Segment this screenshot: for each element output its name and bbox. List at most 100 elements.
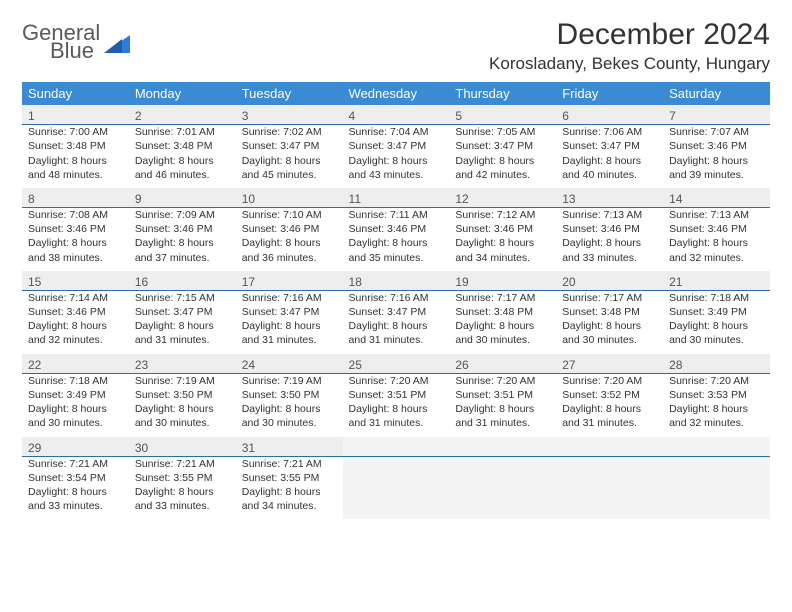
sunset-text: Sunset: 3:46 PM xyxy=(28,222,123,236)
month-title: December 2024 xyxy=(489,18,770,52)
sunrise-text: Sunrise: 7:00 AM xyxy=(28,125,123,139)
sunset-text: Sunset: 3:52 PM xyxy=(562,388,657,402)
header: General Blue December 2024 Korosladany, … xyxy=(22,18,770,74)
day-number: 3 xyxy=(236,105,343,125)
day-cell: Sunrise: 7:13 AMSunset: 3:46 PMDaylight:… xyxy=(556,208,663,271)
sunset-text: Sunset: 3:55 PM xyxy=(242,471,337,485)
day-cell: Sunrise: 7:01 AMSunset: 3:48 PMDaylight:… xyxy=(129,125,236,188)
day-number xyxy=(343,437,450,457)
daylight-text-2: and 36 minutes. xyxy=(242,251,337,265)
day-cell: Sunrise: 7:07 AMSunset: 3:46 PMDaylight:… xyxy=(663,125,770,188)
day-number: 16 xyxy=(129,271,236,291)
day-number: 5 xyxy=(449,105,556,125)
sunrise-text: Sunrise: 7:19 AM xyxy=(135,374,230,388)
sunset-text: Sunset: 3:48 PM xyxy=(562,305,657,319)
sunset-text: Sunset: 3:46 PM xyxy=(28,305,123,319)
sunrise-text: Sunrise: 7:13 AM xyxy=(669,208,764,222)
daylight-text-2: and 46 minutes. xyxy=(135,168,230,182)
daylight-text-1: Daylight: 8 hours xyxy=(135,402,230,416)
sunset-text: Sunset: 3:47 PM xyxy=(349,139,444,153)
daylight-text-2: and 38 minutes. xyxy=(28,251,123,265)
day-cell: Sunrise: 7:20 AMSunset: 3:53 PMDaylight:… xyxy=(663,373,770,436)
sunrise-text: Sunrise: 7:21 AM xyxy=(28,457,123,471)
day-detail-row: Sunrise: 7:21 AMSunset: 3:54 PM Daylight:… xyxy=(22,456,770,519)
daylight-text-2: and 32 minutes. xyxy=(669,416,764,430)
day-cell: Sunrise: 7:16 AMSunset: 3:47 PMDaylight:… xyxy=(343,290,450,353)
daylight-text-1: Daylight: 8 hours xyxy=(562,154,657,168)
sunrise-text: Sunrise: 7:08 AM xyxy=(28,208,123,222)
sunrise-text: Sunrise: 7:13 AM xyxy=(562,208,657,222)
daylight-text-1: Daylight: 8 hours xyxy=(349,402,444,416)
day-number-row: 15161718192021 xyxy=(22,271,770,291)
sunset-text: Sunset: 3:55 PM xyxy=(135,471,230,485)
empty-cell xyxy=(449,456,556,519)
sunrise-text: Sunrise: 7:18 AM xyxy=(28,374,123,388)
day-cell: Sunrise: 7:19 AMSunset: 3:50 PMDaylight:… xyxy=(236,373,343,436)
sunrise-text: Sunrise: 7:05 AM xyxy=(455,125,550,139)
daylight-text-1: Daylight: 8 hours xyxy=(242,319,337,333)
sunset-text: Sunset: 3:47 PM xyxy=(562,139,657,153)
daylight-text-2: and 32 minutes. xyxy=(28,333,123,347)
calendar-body: 1234567Sunrise: 7:00 AMSunset: 3:48 PMDa… xyxy=(22,105,770,519)
daylight-text-1: Daylight: 8 hours xyxy=(349,154,444,168)
sunset-text: Sunset: 3:47 PM xyxy=(242,139,337,153)
sunrise-text: Sunrise: 7:20 AM xyxy=(349,374,444,388)
day-cell: Sunrise: 7:04 AMSunset: 3:47 PMDaylight:… xyxy=(343,125,450,188)
day-cell: Sunrise: 7:15 AMSunset: 3:47 PMDaylight:… xyxy=(129,290,236,353)
sunrise-text: Sunrise: 7:10 AM xyxy=(242,208,337,222)
daylight-text-1: Daylight: 8 hours xyxy=(455,319,550,333)
sunset-text: Sunset: 3:47 PM xyxy=(135,305,230,319)
day-cell: Sunrise: 7:13 AMSunset: 3:46 PMDaylight:… xyxy=(663,208,770,271)
daylight-text-1: Daylight: 8 hours xyxy=(562,402,657,416)
sunset-text: Sunset: 3:50 PM xyxy=(242,388,337,402)
daylight-text-2: and 30 minutes. xyxy=(669,333,764,347)
sunrise-text: Sunrise: 7:15 AM xyxy=(135,291,230,305)
daylight-text-1: Daylight: 8 hours xyxy=(455,236,550,250)
weekday-header: Sunday xyxy=(22,82,129,105)
daylight-text-2: and 32 minutes. xyxy=(669,251,764,265)
day-number: 6 xyxy=(556,105,663,125)
day-number: 1 xyxy=(22,105,129,125)
sunset-text: Sunset: 3:46 PM xyxy=(669,222,764,236)
day-number: 7 xyxy=(663,105,770,125)
day-cell: Sunrise: 7:21 AMSunset: 3:55 PMDaylight:… xyxy=(129,456,236,519)
daylight-text-1: Daylight: 8 hours xyxy=(562,319,657,333)
day-cell: Sunrise: 7:17 AMSunset: 3:48 PMDaylight:… xyxy=(449,290,556,353)
sunset-text: Sunset: 3:54 PM xyxy=(28,471,123,485)
day-number-row: 1234567 xyxy=(22,105,770,125)
location: Korosladany, Bekes County, Hungary xyxy=(489,54,770,74)
daylight-text-2: and 31 minutes. xyxy=(349,333,444,347)
daylight-text-2: and 43 minutes. xyxy=(349,168,444,182)
sunset-text: Sunset: 3:46 PM xyxy=(242,222,337,236)
daylight-text-2: and 31 minutes. xyxy=(455,416,550,430)
empty-cell xyxy=(343,456,450,519)
day-number: 8 xyxy=(22,188,129,208)
day-cell: Sunrise: 7:20 AMSunset: 3:51 PMDaylight:… xyxy=(343,373,450,436)
day-number xyxy=(556,437,663,457)
weekday-header-row: Sunday Monday Tuesday Wednesday Thursday… xyxy=(22,82,770,105)
sunset-text: Sunset: 3:48 PM xyxy=(455,305,550,319)
day-cell: Sunrise: 7:20 AMSunset: 3:51 PMDaylight:… xyxy=(449,373,556,436)
daylight-text-2: and 31 minutes. xyxy=(135,333,230,347)
day-number: 10 xyxy=(236,188,343,208)
sunset-text: Sunset: 3:48 PM xyxy=(135,139,230,153)
day-number: 18 xyxy=(343,271,450,291)
sunrise-text: Sunrise: 7:18 AM xyxy=(669,291,764,305)
day-number: 11 xyxy=(343,188,450,208)
logo-line2: Blue xyxy=(50,40,100,62)
day-cell: Sunrise: 7:21 AMSunset: 3:55 PMDaylight:… xyxy=(236,456,343,519)
day-cell: Sunrise: 7:09 AMSunset: 3:46 PMDaylight:… xyxy=(129,208,236,271)
daylight-text-2: and 37 minutes. xyxy=(135,251,230,265)
day-cell: Sunrise: 7:18 AMSunset: 3:49 PMDaylight:… xyxy=(22,373,129,436)
sunset-text: Sunset: 3:50 PM xyxy=(135,388,230,402)
daylight-text-1: Daylight: 8 hours xyxy=(135,485,230,499)
sunrise-text: Sunrise: 7:04 AM xyxy=(349,125,444,139)
daylight-text-2: and 30 minutes. xyxy=(242,416,337,430)
daylight-text-1: Daylight: 8 hours xyxy=(562,236,657,250)
daylight-text-1: Daylight: 8 hours xyxy=(28,402,123,416)
day-number: 29 xyxy=(22,437,129,457)
sunrise-text: Sunrise: 7:11 AM xyxy=(349,208,444,222)
daylight-text-2: and 40 minutes. xyxy=(562,168,657,182)
weekday-header: Wednesday xyxy=(343,82,450,105)
daylight-text-2: and 35 minutes. xyxy=(349,251,444,265)
